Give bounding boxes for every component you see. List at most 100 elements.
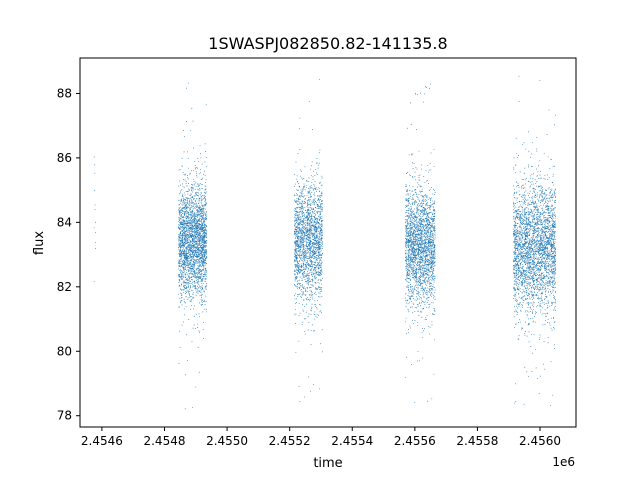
data-point xyxy=(321,287,323,289)
data-point xyxy=(201,293,203,295)
data-point xyxy=(304,275,306,277)
data-point xyxy=(320,251,322,253)
data-point xyxy=(183,272,185,274)
data-point xyxy=(205,208,207,210)
data-point xyxy=(300,217,302,219)
data-point xyxy=(197,246,198,248)
data-point xyxy=(187,238,189,239)
data-point xyxy=(189,244,191,246)
data-point xyxy=(309,210,311,212)
data-point xyxy=(299,286,301,288)
data-point xyxy=(200,286,202,288)
data-point xyxy=(296,298,298,300)
data-point xyxy=(311,303,313,305)
data-point xyxy=(300,243,302,245)
data-point xyxy=(199,231,201,233)
data-point xyxy=(192,220,194,222)
data-point xyxy=(296,175,298,177)
data-point xyxy=(317,249,319,251)
data-point xyxy=(197,276,199,278)
data-point xyxy=(302,230,304,231)
data-point xyxy=(178,268,180,270)
data-point xyxy=(195,294,197,296)
data-point xyxy=(192,226,194,228)
data-point xyxy=(179,276,181,278)
data-point xyxy=(181,270,183,272)
data-point xyxy=(407,287,409,288)
data-point xyxy=(305,318,307,320)
data-point xyxy=(201,227,203,229)
data-point xyxy=(184,198,186,200)
data-point xyxy=(185,191,187,192)
data-point xyxy=(183,282,185,284)
data-point xyxy=(181,244,183,246)
data-point xyxy=(301,255,303,257)
data-point xyxy=(301,242,303,244)
data-point xyxy=(204,268,206,269)
data-point xyxy=(314,195,316,197)
data-point xyxy=(320,267,322,269)
data-point xyxy=(183,254,185,255)
data-point xyxy=(296,243,298,245)
data-point xyxy=(301,286,303,288)
data-point xyxy=(294,298,296,300)
data-point xyxy=(190,196,192,198)
data-point xyxy=(295,301,297,303)
data-point xyxy=(198,234,200,236)
data-point xyxy=(312,203,314,205)
data-point xyxy=(182,186,184,188)
data-point xyxy=(296,236,298,238)
data-point xyxy=(193,187,194,189)
data-point xyxy=(198,220,200,222)
data-point xyxy=(307,218,309,220)
data-point xyxy=(182,237,184,239)
data-point xyxy=(184,206,186,208)
data-point xyxy=(315,238,317,240)
data-point xyxy=(425,262,427,264)
data-point xyxy=(200,199,202,201)
data-point xyxy=(203,251,205,253)
data-point xyxy=(196,245,198,246)
data-point xyxy=(419,241,421,243)
data-point xyxy=(309,294,311,296)
data-point xyxy=(299,175,301,177)
data-point xyxy=(192,285,194,287)
data-point xyxy=(317,225,319,227)
data-point xyxy=(197,183,199,185)
data-point xyxy=(297,288,299,290)
data-point xyxy=(203,259,205,261)
data-point xyxy=(186,240,188,242)
data-point xyxy=(199,249,201,251)
data-point xyxy=(185,218,187,220)
data-point xyxy=(204,228,206,229)
data-point xyxy=(301,294,303,296)
data-point xyxy=(405,246,407,248)
data-point xyxy=(304,288,306,290)
data-point xyxy=(191,187,193,189)
data-point xyxy=(202,322,204,323)
data-point xyxy=(311,182,313,184)
data-point xyxy=(315,218,317,220)
data-point xyxy=(317,195,319,196)
data-point xyxy=(295,313,297,315)
data-point xyxy=(301,191,303,193)
data-point xyxy=(303,248,305,250)
data-point xyxy=(189,257,191,259)
data-point xyxy=(307,209,308,211)
data-point xyxy=(305,240,307,242)
data-point xyxy=(202,244,204,246)
data-point xyxy=(94,164,96,166)
data-point xyxy=(197,188,199,190)
data-point xyxy=(318,223,320,225)
data-point xyxy=(202,207,204,209)
data-point xyxy=(200,239,202,241)
data-point xyxy=(318,230,320,232)
data-point xyxy=(195,168,197,170)
data-point xyxy=(313,251,315,253)
data-point xyxy=(202,279,204,281)
data-point xyxy=(426,224,428,225)
data-point xyxy=(313,170,314,172)
data-point xyxy=(319,288,321,290)
data-point xyxy=(413,223,415,225)
data-point xyxy=(190,206,192,208)
